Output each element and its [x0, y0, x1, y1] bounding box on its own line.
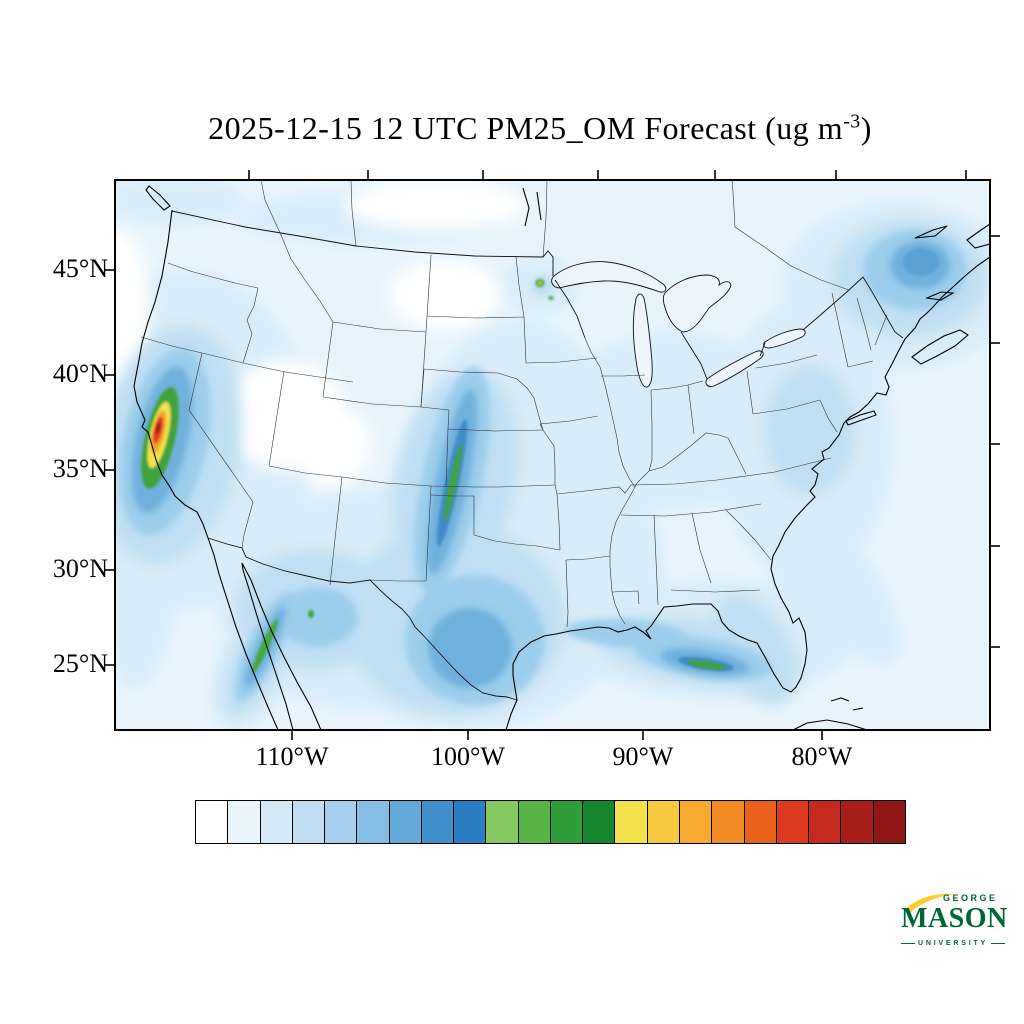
colorbar-cell — [259, 800, 293, 844]
colorbar-cell — [872, 800, 906, 844]
map-svg — [105, 170, 1000, 740]
lon-label: 90°W — [612, 742, 674, 771]
lat-label: 30°N — [52, 554, 108, 583]
long-island — [845, 410, 877, 426]
nova-scotia — [911, 329, 969, 365]
colorbar-cells — [195, 800, 906, 844]
title-superscript: -3 — [843, 110, 861, 133]
lon-label: 100°W — [431, 742, 505, 771]
vancouver-island — [145, 185, 171, 211]
logo-mason-text: MASON — [901, 903, 1008, 934]
colorbar-cell — [808, 800, 842, 844]
colorbar-cell — [356, 800, 390, 844]
lon-label: 110°W — [255, 742, 329, 771]
cuba-coastline — [792, 719, 868, 730]
great-lakes — [551, 261, 806, 388]
colorbar-cell — [840, 800, 874, 844]
colorbar-cell — [711, 800, 745, 844]
international-borders — [171, 210, 904, 701]
map-canvas — [95, 160, 1010, 750]
colorbar-cell — [420, 800, 455, 844]
title-close: ) — [860, 110, 872, 146]
title-text: 2025-12-15 12 UTC PM25_OM Forecast (ug m — [208, 110, 844, 146]
colorbar-cell — [743, 800, 777, 844]
canada-us-border — [171, 210, 554, 276]
coastlines — [133, 185, 990, 730]
colorbar-cell — [453, 800, 487, 844]
colorbar-cell — [678, 800, 713, 844]
colorbar-cell — [775, 800, 810, 844]
lat-label: 40°N — [52, 359, 108, 388]
lat-label: 45°N — [52, 254, 108, 283]
colorbar-cell — [485, 800, 519, 844]
colorbar-cell — [549, 800, 584, 844]
colorbar-cell — [195, 800, 229, 844]
axis-ticks — [105, 170, 1000, 740]
colorbar-cell — [517, 800, 551, 844]
colorbar-cell — [646, 800, 680, 844]
logo-george-text: GEORGE — [943, 893, 998, 903]
colorbar-cell — [614, 800, 648, 844]
pm25-zero-patches — [115, 180, 525, 485]
pacific-coastline — [133, 209, 279, 730]
colorbar-cell — [582, 800, 616, 844]
lon-label: 80°W — [791, 742, 853, 771]
lat-label: 25°N — [52, 649, 108, 678]
colorbar-cell — [291, 800, 326, 844]
mexico-us-border — [207, 537, 518, 701]
map-frame — [114, 179, 991, 731]
colorbar — [195, 800, 906, 844]
gmu-logo: GEORGE MASON UNIVERSITY — [901, 890, 1008, 976]
colorbar-cell — [388, 800, 422, 844]
colorbar-tick-labels: 02468101214161820253035405060708090100 — [195, 854, 906, 878]
pm25-shading — [115, 180, 990, 730]
gulf-atlantic-coastline — [505, 256, 990, 730]
lat-label: 35°N — [52, 454, 108, 483]
gulf-of-california-coastline — [241, 562, 322, 730]
page-title: 2025-12-15 12 UTC PM25_OM Forecast (ug m… — [60, 110, 1020, 147]
logo-university-text: UNIVERSITY — [901, 940, 1006, 947]
logo-swoosh-icon — [905, 893, 955, 912]
state-borders — [140, 180, 888, 628]
colorbar-cell — [324, 800, 358, 844]
colorbar-cell — [227, 800, 261, 844]
